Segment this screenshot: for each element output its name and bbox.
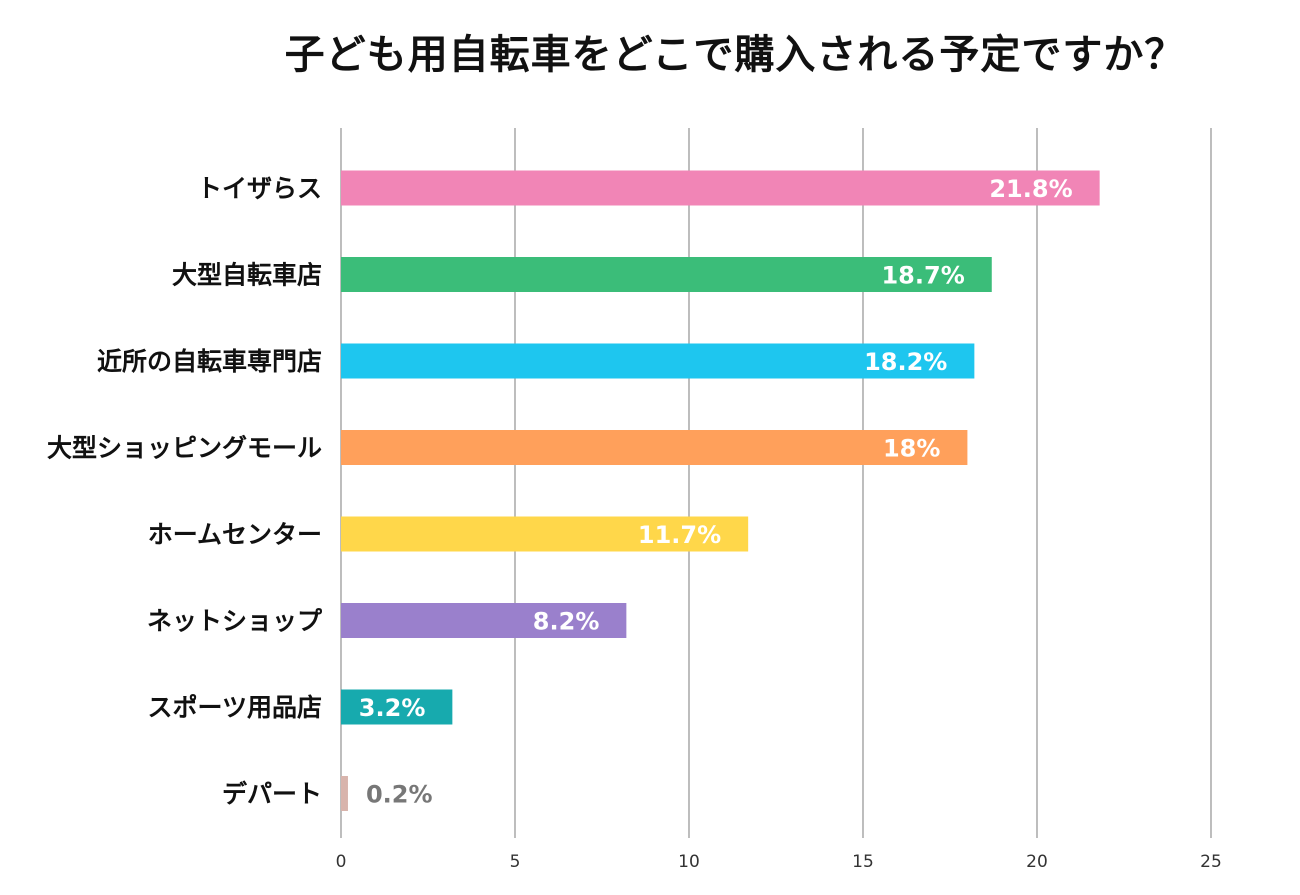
bar	[341, 430, 968, 465]
category-label: トイザらス	[197, 174, 322, 203]
value-label: 3.2%	[359, 694, 426, 722]
category-label: デパート	[222, 780, 322, 809]
bars	[341, 170, 1100, 811]
value-label: 18%	[883, 435, 940, 463]
bar	[341, 257, 992, 292]
category-label: ネットショップ	[147, 607, 323, 636]
bar	[341, 776, 348, 811]
x-tick-label: 0	[336, 852, 347, 872]
x-tick-label: 15	[852, 852, 874, 872]
x-tick-label: 25	[1200, 852, 1222, 872]
x-tick-label: 5	[510, 852, 521, 872]
value-label: 11.7%	[638, 521, 721, 549]
x-tick-label: 20	[1026, 852, 1048, 872]
chart-title: 子ども用自転車をどこで購入される予定ですか？	[284, 32, 1186, 78]
category-label: スポーツ用品店	[147, 693, 322, 722]
x-tick-label: 10	[678, 852, 700, 872]
grid-lines	[340, 128, 1212, 838]
category-label: 大型自転車店	[172, 261, 322, 290]
value-label: 0.2%	[366, 781, 433, 809]
value-label: 21.8%	[989, 175, 1072, 203]
category-label: 近所の自転車専門店	[97, 347, 322, 376]
value-label: 18.7%	[881, 262, 964, 290]
bar	[341, 689, 453, 725]
labels: 0 5 10 15 20 25 トイザらス 21.8% 大型自転車店 18.7% 近所の自転車専門店…	[47, 174, 1222, 872]
bar	[341, 516, 749, 552]
category-label: 大型ショッピングモール	[47, 434, 322, 463]
bar	[341, 343, 975, 379]
value-label: 18.2%	[864, 348, 947, 376]
value-label: 8.2%	[533, 608, 600, 636]
category-label: ホームセンター	[148, 520, 322, 549]
bar	[341, 170, 1100, 206]
bar	[341, 603, 627, 638]
